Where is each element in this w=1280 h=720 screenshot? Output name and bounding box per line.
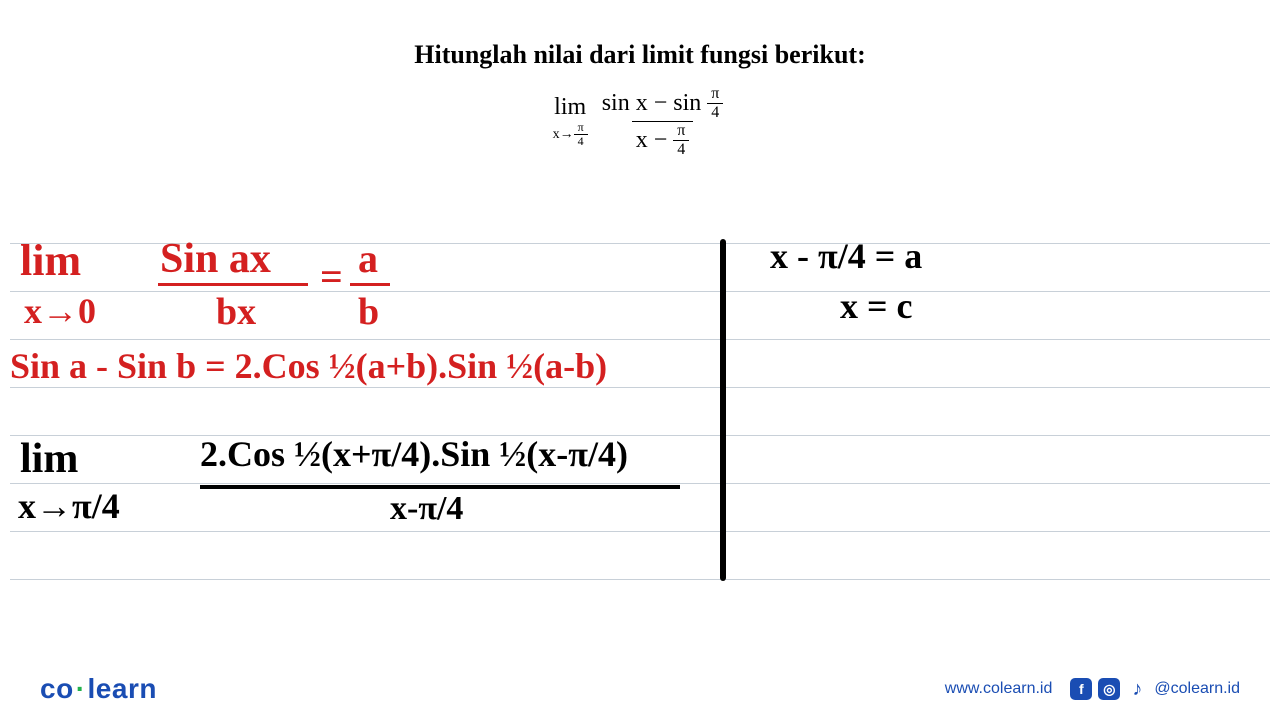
- vertical-divider: [720, 239, 726, 581]
- handwriting-r3: Sin ax: [160, 235, 271, 283]
- ruled-line: [10, 483, 1270, 484]
- handwriting-underline-u3: [200, 485, 680, 489]
- main-denominator: x − π 4: [632, 121, 694, 158]
- handwriting-r5: =: [320, 253, 343, 300]
- ruled-line: [10, 387, 1270, 388]
- handwriting-b1: lim: [20, 435, 78, 483]
- ruled-line: [10, 579, 1270, 580]
- den-pi-frac: π 4: [673, 122, 689, 158]
- den-pi-den: 4: [673, 140, 689, 159]
- den-pi-num: π: [673, 122, 689, 140]
- lim-label: lim: [554, 95, 586, 119]
- lim-sub-frac: π 4: [574, 121, 588, 148]
- ruled-line: [10, 339, 1270, 340]
- brand-logo: co·learn: [40, 673, 157, 705]
- problem-area: Hitunglah nilai dari limit fungsi beriku…: [0, 0, 1280, 178]
- ruled-line: [10, 531, 1270, 532]
- handwriting-r2: x→0: [24, 290, 96, 332]
- logo-learn: learn: [88, 673, 157, 704]
- handwriting-r8: Sin a - Sin b = 2.Cos ½(a+b).Sin ½(a-b): [10, 345, 607, 387]
- main-numerator: sin x − sin π 4: [598, 85, 728, 121]
- handwriting-r7: b: [358, 290, 379, 334]
- lim-sub-num: π: [574, 121, 588, 134]
- problem-title: Hitunglah nilai dari limit fungsi beriku…: [0, 40, 1280, 70]
- website-link[interactable]: www.colearn.id: [945, 680, 1053, 698]
- lim-block: lim x→ π 4: [553, 95, 588, 148]
- handwriting-b3: 2.Cos ½(x+π/4).Sin ½(x-π/4): [200, 433, 628, 475]
- num-pi-num: π: [707, 85, 723, 103]
- lim-sub-den: 4: [574, 134, 588, 148]
- handwriting-underline-u1: [158, 283, 308, 286]
- num-pi-den: 4: [707, 103, 723, 122]
- footer-right: www.colearn.id f ◎ ♪ @colearn.id: [945, 678, 1240, 700]
- social-group: f ◎ ♪ @colearn.id: [1070, 678, 1240, 700]
- footer: co·learn www.colearn.id f ◎ ♪ @colearn.i…: [0, 673, 1280, 705]
- instagram-icon[interactable]: ◎: [1098, 678, 1120, 700]
- main-fraction: sin x − sin π 4 x − π 4: [598, 85, 728, 158]
- tiktok-icon[interactable]: ♪: [1126, 678, 1148, 700]
- handwriting-b5: x - π/4 = a: [770, 235, 922, 277]
- handwriting-underline-u2: [350, 283, 390, 286]
- num-prefix: sin x − sin: [602, 90, 702, 116]
- logo-dot: ·: [74, 673, 88, 704]
- den-prefix: x −: [636, 127, 668, 153]
- worksheet-area: limx→0Sin axbx=abSin a - Sin b = 2.Cos ½…: [0, 235, 1280, 595]
- ruled-line: [10, 291, 1270, 292]
- handwriting-r6: a: [358, 235, 378, 282]
- num-pi-frac: π 4: [707, 85, 723, 121]
- facebook-icon[interactable]: f: [1070, 678, 1092, 700]
- handwriting-b6: x = c: [840, 285, 913, 327]
- handwriting-r4: bx: [216, 290, 256, 334]
- lim-subscript: x→ π 4: [553, 121, 588, 148]
- handwriting-b4: x-π/4: [390, 490, 463, 528]
- ruled-line: [10, 435, 1270, 436]
- social-handle: @colearn.id: [1154, 680, 1240, 698]
- lim-sub-prefix: x→: [553, 128, 574, 142]
- handwriting-r1: lim: [20, 235, 81, 286]
- limit-expression: lim x→ π 4 sin x − sin π 4 x − π: [553, 85, 728, 158]
- logo-co: co: [40, 673, 74, 704]
- handwriting-b2: x→π/4: [18, 485, 120, 527]
